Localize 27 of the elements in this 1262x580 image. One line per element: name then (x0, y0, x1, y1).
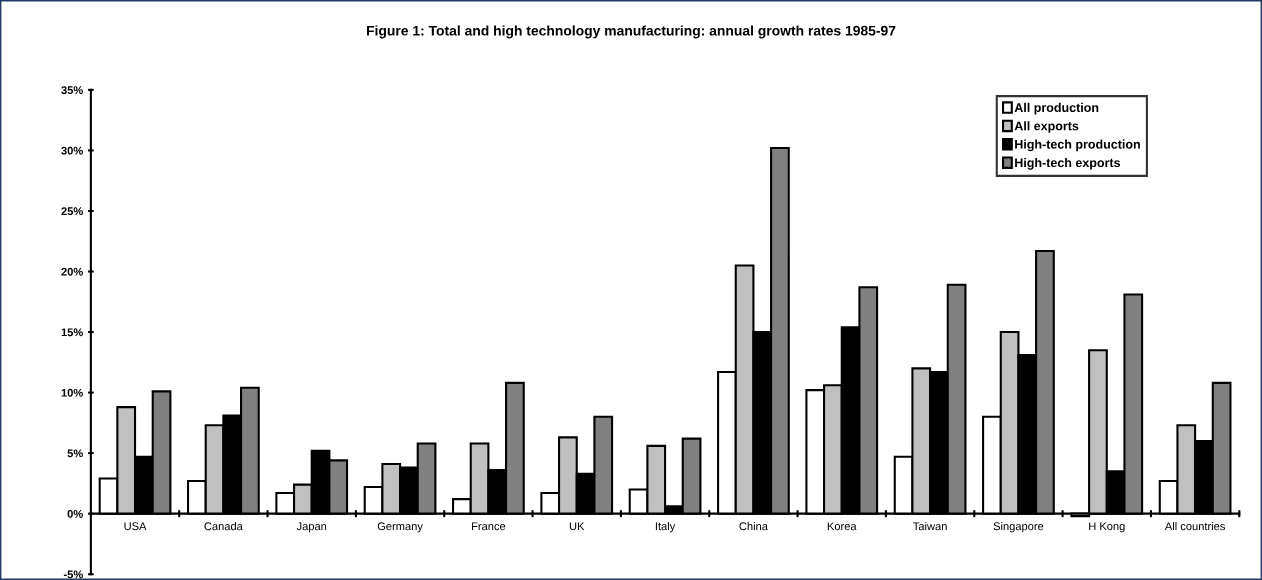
legend-label: High-tech production (1015, 139, 1140, 152)
legend-label: High-tech exports (1015, 157, 1121, 170)
x-tick-label: UK (569, 522, 585, 531)
chart-title: Figure 1: Total and high technology manufacturing: annual growth rates 1985-97 (367, 25, 896, 39)
y-tick-label: 30% (61, 146, 83, 155)
y-tick-label: 15% (61, 328, 83, 337)
x-tick-label: France (472, 522, 506, 531)
y-tick-label: 20% (61, 267, 83, 276)
x-tick-label: Taiwan (913, 522, 947, 531)
legend-label: All exports (1014, 121, 1079, 133)
x-tick-label: Singapore (993, 522, 1044, 533)
x-tick-label: Korea (827, 522, 857, 531)
x-tick-label: Canada (204, 522, 243, 531)
y-tick-label: 10% (61, 388, 83, 397)
x-tick-label: All countries (1164, 522, 1225, 531)
y-tick-label: 25% (61, 207, 83, 216)
x-tick-label: USA (124, 522, 147, 531)
x-tick-label: Germany (377, 522, 423, 533)
y-tick-label: 35% (61, 86, 83, 95)
y-tick-label: 0% (67, 509, 83, 518)
x-tick-label: China (739, 522, 768, 531)
x-tick-label: Japan (296, 522, 327, 533)
y-tick-label: 5% (67, 449, 83, 458)
legend-label: All production (1014, 102, 1099, 115)
x-tick-label: Italy (655, 522, 676, 533)
x-tick-label: H Kong (1089, 522, 1125, 533)
y-tick-label: -5% (63, 570, 83, 579)
